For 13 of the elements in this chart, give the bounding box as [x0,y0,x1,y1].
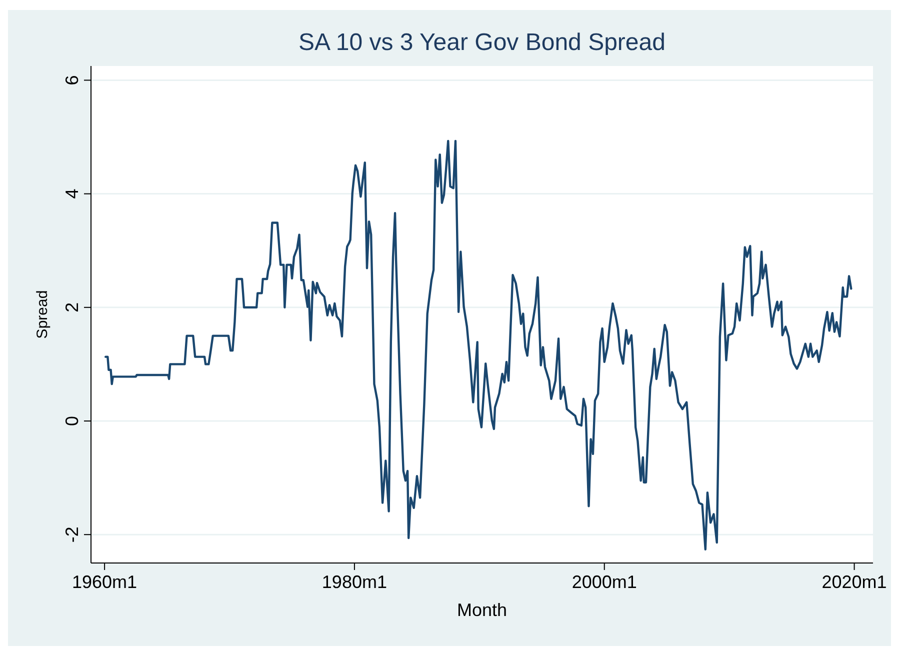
y-axis-title: Spread [34,290,51,339]
x-tick-label: 2000m1 [572,572,637,592]
x-tick-label: 1980m1 [322,572,387,592]
y-tick-label: -2 [62,526,82,543]
x-tick-label: 1960m1 [72,572,138,592]
chart-title: SA 10 vs 3 Year Gov Bond Spread [298,29,666,56]
x-tick-label: 2020m1 [822,572,887,592]
y-tick-label: 6 [62,75,82,86]
y-tick-label: 0 [62,416,82,426]
y-tick-label: 4 [62,188,82,199]
line-series [104,140,852,550]
y-tick-label: 2 [62,302,82,312]
x-axis-title: Month [456,600,508,620]
